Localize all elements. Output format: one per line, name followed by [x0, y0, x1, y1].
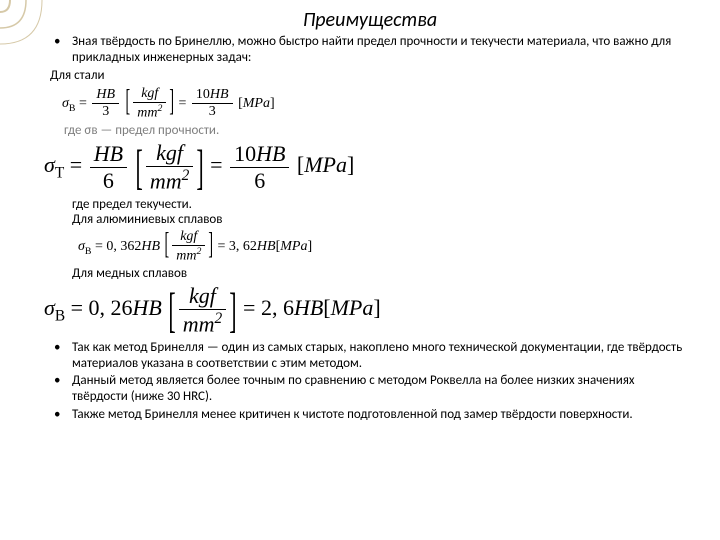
eq-alu: σВ = 0, 362HB [kgfmm2] = 3, 62HB[MPa] — [78, 229, 690, 265]
bullet-mark: • — [50, 34, 72, 67]
bullet-1: • Зная твёрдость по Бринеллю, можно быст… — [50, 34, 690, 67]
slide-content: Преимущества • Зная твёрдость по Бринелл… — [50, 8, 690, 424]
label-steel: Для стали — [50, 68, 690, 84]
bullet-text: Зная твёрдость по Бринеллю, можно быстро… — [72, 34, 690, 67]
bullet-4: • Также метод Бринелля менее критичен к … — [50, 407, 690, 423]
slide-title: Преимущества — [50, 8, 690, 32]
where-sigma-v: где σв — предел прочности. — [64, 123, 690, 138]
bullet-2: • Так как метод Бринелля — один из самых… — [50, 340, 690, 373]
bullet-3: • Данный метод является более точным по … — [50, 373, 690, 406]
eq-sigma-v: σВ = HB3 [kgfmm2] = 10HB3 [MPa] — [62, 86, 690, 122]
eq-copper: σВ = 0, 26HB [kgfmm2] = 2, 6HB[MPa] — [44, 283, 690, 337]
where-sigma-t: где предел текучести. — [72, 197, 690, 212]
eq-sigma-t: σT = HB6 [kgfmm2] = 10HB6 [MPa] — [44, 140, 690, 194]
label-copper: Для медных сплавов — [72, 266, 690, 281]
label-alu: Для алюминиевых сплавов — [72, 212, 690, 227]
